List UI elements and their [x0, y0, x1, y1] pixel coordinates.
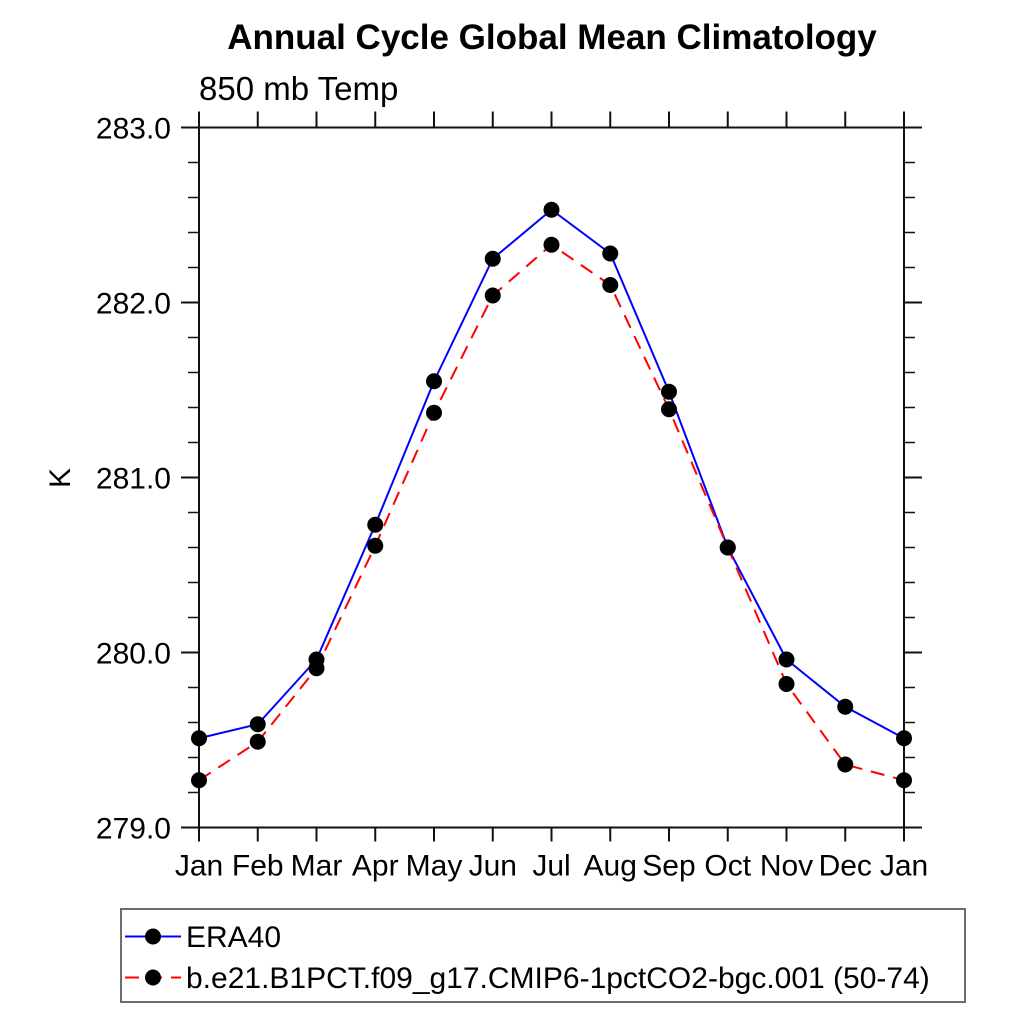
- plot-area: Jan Feb Mar Apr May Jun Jul Aug Sep Oct Nov Dec Jan2…: [96, 111, 928, 883]
- y-tick-label: 282.0: [96, 288, 171, 321]
- series-line-0: [198, 208, 905, 740]
- y-tick-label: 283.0: [96, 113, 171, 146]
- x-tick-label: Feb: [232, 850, 284, 883]
- y-tick-label: 279.0: [96, 813, 171, 846]
- series-marker-1: [426, 404, 442, 421]
- y-axis-label: K: [44, 468, 77, 488]
- series-marker-1: [367, 537, 384, 554]
- x-tick-label: Jun: [469, 850, 517, 883]
- series-line-1: [198, 243, 905, 782]
- x-tick-label: Jul: [532, 850, 570, 883]
- y-tick-label: 280.0: [96, 638, 171, 671]
- series-marker-0: [896, 730, 912, 747]
- series-marker-0: [426, 373, 442, 390]
- x-tick-label: Jan: [880, 850, 928, 883]
- x-tick-label: Mar: [291, 850, 343, 883]
- series-marker-1: [191, 772, 207, 789]
- series-marker-1: [837, 756, 854, 773]
- series-marker-0: [661, 383, 677, 400]
- legend-label-model: b.e21.B1PCT.f09_g17.CMIP6-1pctCO2-bgc.00…: [186, 962, 930, 995]
- series-marker-0: [249, 716, 266, 733]
- series-marker-0: [602, 245, 619, 262]
- x-tick-label: Nov: [760, 850, 813, 883]
- plot-frame: [198, 126, 905, 829]
- series-marker-1: [543, 236, 560, 253]
- legend-samples: [125, 928, 181, 986]
- series-marker-1: [719, 539, 736, 556]
- legend-box: [120, 908, 966, 1003]
- series-marker-0: [837, 698, 854, 715]
- legend-marker-1: [145, 969, 161, 986]
- x-tick-label: Sep: [642, 850, 695, 883]
- series-marker-0: [484, 250, 501, 267]
- x-tick-label: May: [406, 850, 463, 883]
- y-tick-label: 281.0: [96, 463, 171, 496]
- chart-title: Annual Cycle Global Mean Climatology: [227, 18, 877, 57]
- series-marker-1: [896, 772, 912, 789]
- legend: ERA40 b.e21.B1PCT.f09_g17.CMIP6-1pctCO2-…: [120, 908, 966, 1003]
- series-marker-1: [661, 401, 677, 418]
- x-tick-label: Oct: [704, 850, 751, 883]
- series-marker-1: [249, 733, 266, 750]
- series-marker-1: [308, 660, 325, 677]
- series-marker-0: [191, 730, 207, 747]
- x-tick-label: Jan: [175, 850, 223, 883]
- x-tick-label: Aug: [584, 850, 637, 883]
- series-marker-1: [778, 676, 795, 692]
- legend-marker-0: [145, 928, 161, 945]
- series-marker-1: [484, 287, 501, 304]
- series-marker-0: [543, 201, 560, 218]
- x-tick-label: Dec: [819, 850, 872, 883]
- x-tick-label: Apr: [352, 850, 399, 883]
- series-marker-1: [602, 277, 619, 293]
- legend-label-era40: ERA40: [186, 921, 281, 954]
- series-marker-0: [778, 651, 795, 668]
- series-marker-0: [367, 516, 384, 533]
- chart-subtitle: 850 mb Temp: [199, 70, 398, 107]
